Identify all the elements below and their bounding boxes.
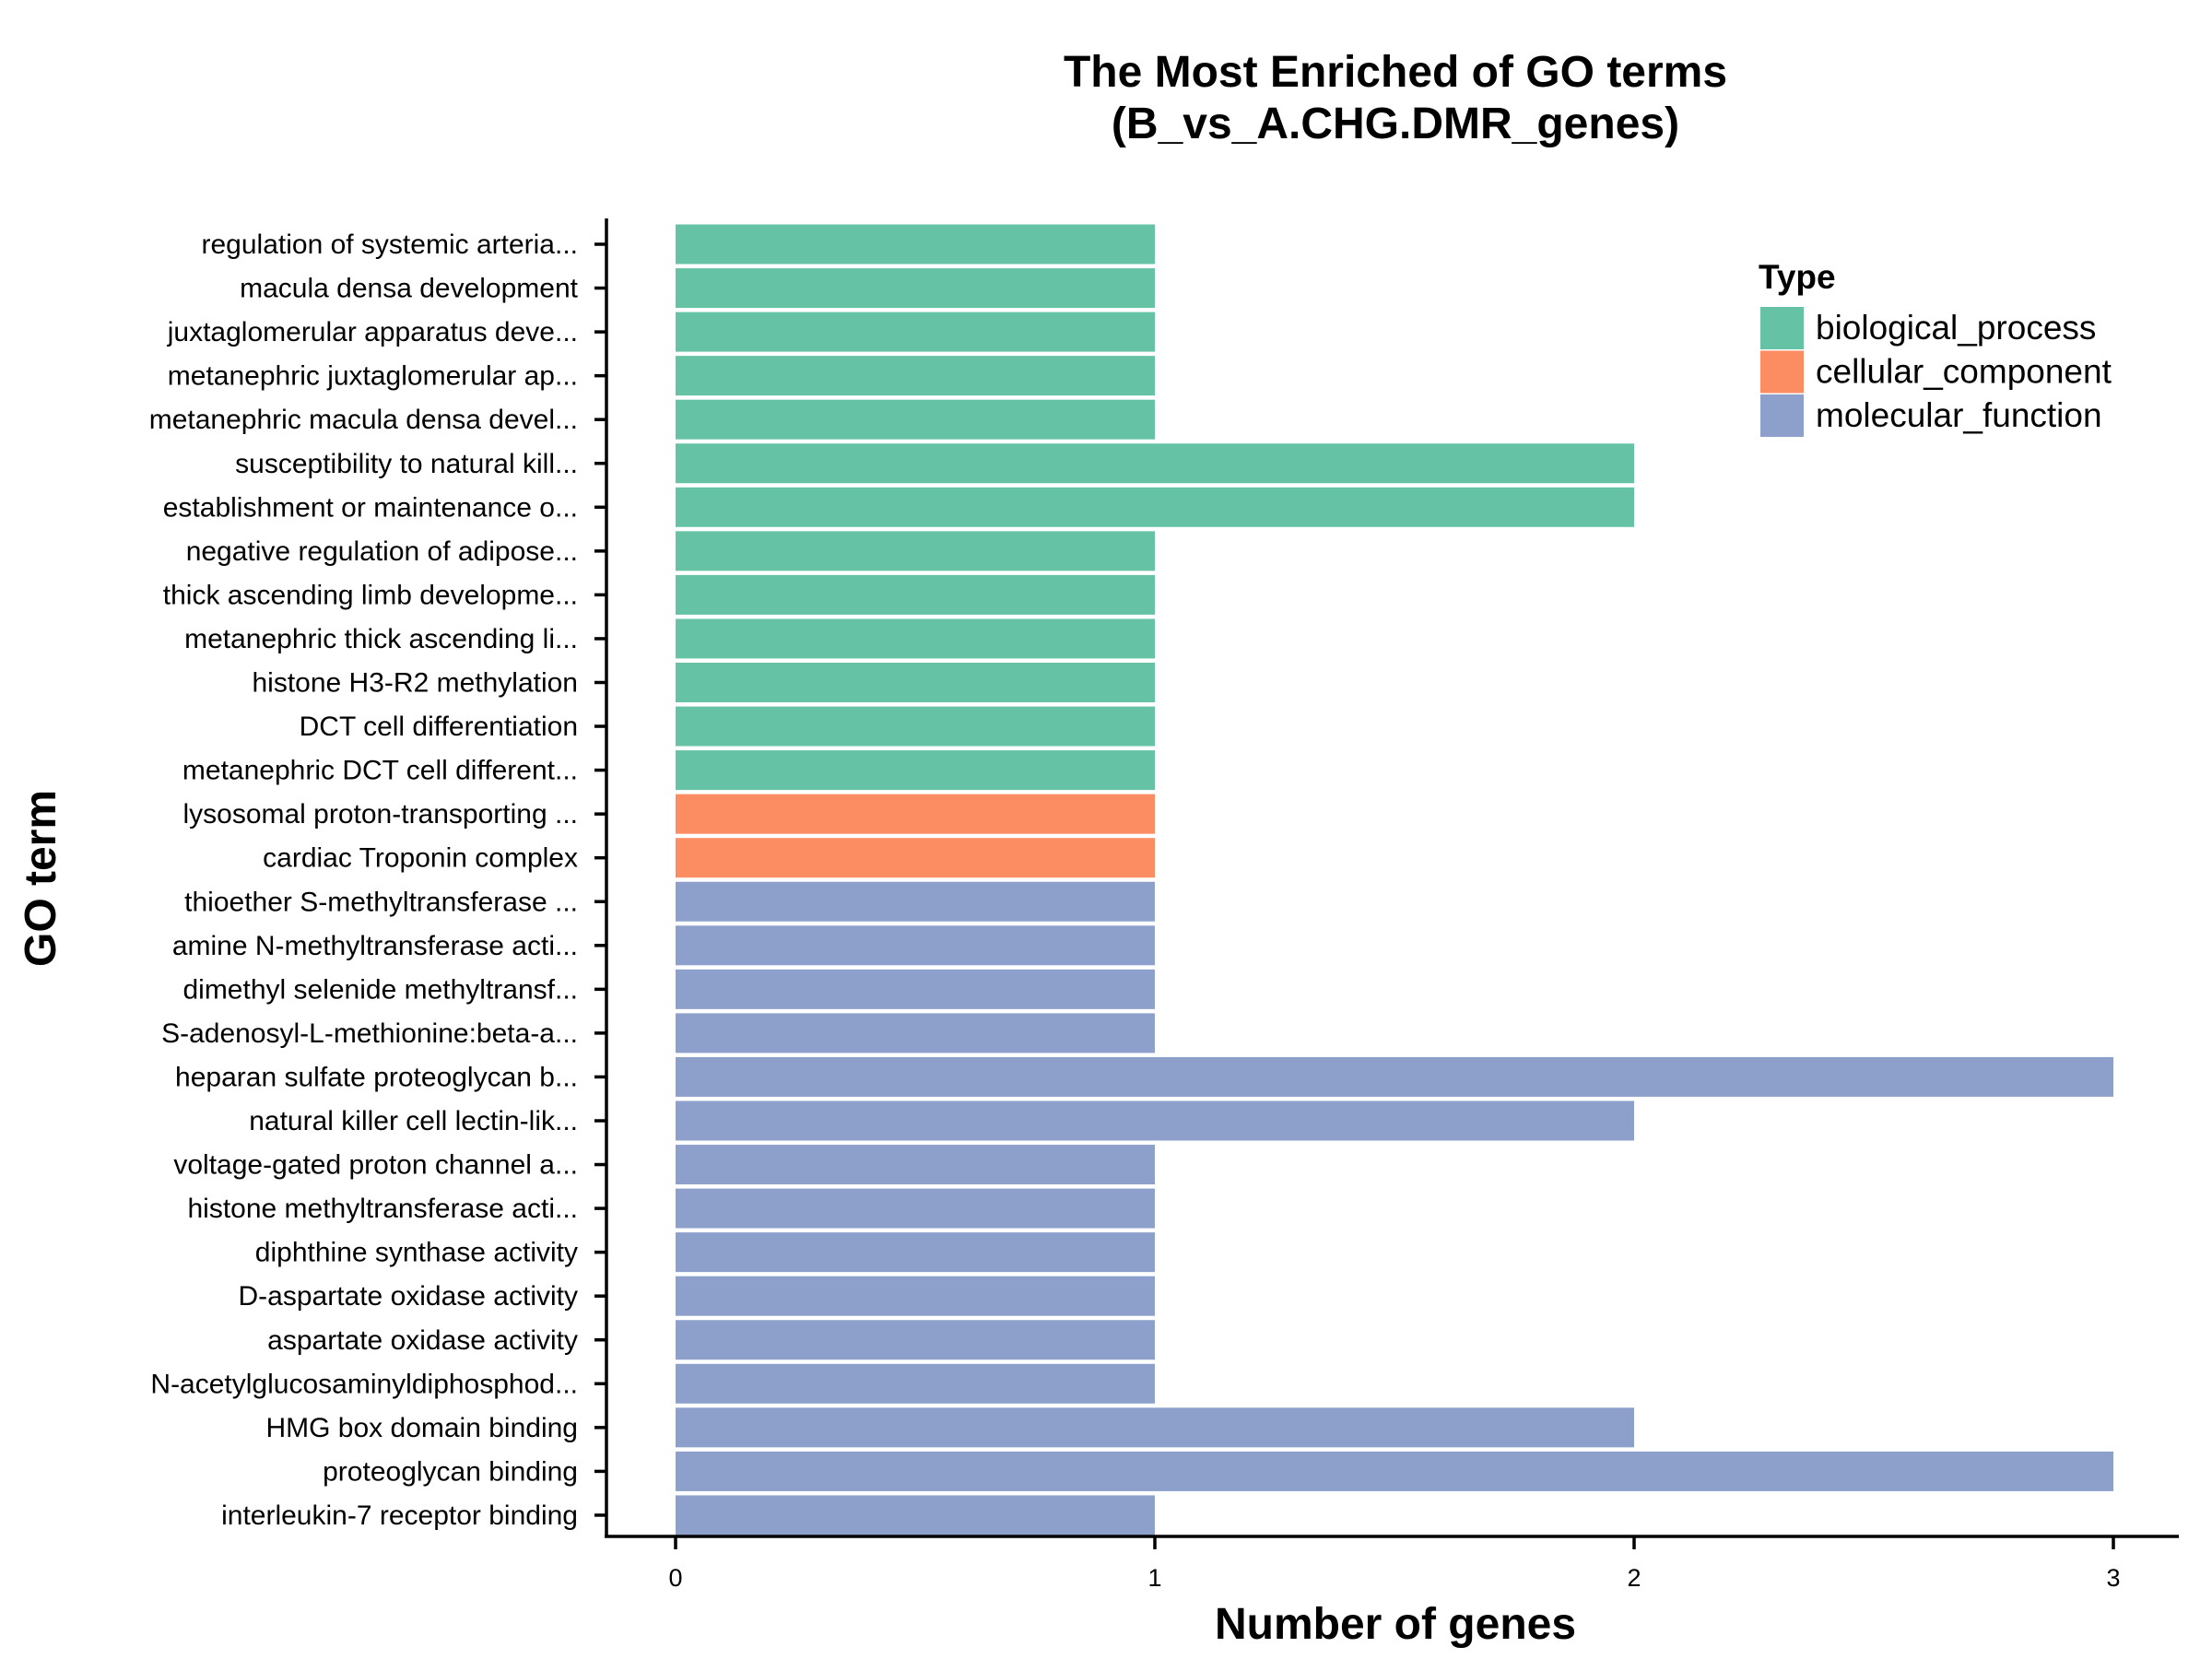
bar-3 [676,356,1155,396]
category-label-12: metanephric DCT cell different... [182,756,578,786]
category-label-18: S-adenosyl-L-methionine:beta-a... [161,1018,578,1049]
category-label-15: thioether S-methyltransferase ... [184,887,578,917]
bar-11 [676,706,1155,747]
bar-20 [676,1100,1634,1141]
category-label-17: dimethyl selenide methyltransf... [182,974,578,1005]
legend-swatch-cellular_component [1760,350,1804,394]
category-label-9: metanephric thick ascending li... [184,624,578,654]
category-label-24: D-aspartate oxidase activity [239,1281,579,1312]
category-label-7: negative regulation of adipose... [186,536,578,567]
category-label-16: amine N-methyltransferase acti... [172,931,578,961]
legend-label-molecular_function: molecular_function [1816,396,2102,434]
x-tick-label-1: 1 [1147,1564,1161,1592]
x-tick-label-2: 2 [1627,1564,1641,1592]
bar-19 [676,1056,2113,1097]
category-label-22: histone methyltransferase acti... [187,1194,578,1224]
category-label-28: proteoglycan binding [323,1456,578,1487]
category-label-29: interleukin-7 receptor binding [221,1500,578,1531]
bar-23 [676,1232,1155,1273]
category-label-19: heparan sulfate proteoglycan b... [175,1062,578,1092]
bar-27 [676,1407,1634,1448]
bar-9 [676,618,1155,659]
category-label-5: susceptibility to natural kill... [235,449,578,479]
x-axis-title: Number of genes [1215,1600,1576,1649]
category-label-3: metanephric juxtaglomerular ap... [168,361,578,392]
category-label-4: metanephric macula densa devel... [149,405,578,435]
bar-28 [676,1451,2113,1491]
bar-16 [676,925,1155,966]
category-label-26: N-acetylglucosaminyldiphosphod... [150,1369,578,1399]
category-label-1: macula densa development [240,274,579,304]
legend-swatch-molecular_function [1760,394,1804,437]
bar-2 [676,312,1155,352]
legend-label-cellular_component: cellular_component [1816,353,2112,391]
bar-0 [676,224,1155,265]
category-label-25: aspartate oxidase activity [267,1325,578,1356]
category-label-27: HMG box domain binding [265,1413,578,1443]
category-label-21: voltage-gated proton channel a... [173,1150,578,1181]
bar-18 [676,1013,1155,1053]
category-label-11: DCT cell differentiation [300,712,578,742]
bar-5 [676,443,1634,484]
bars-group [676,224,2113,1535]
y-axis-title: GO term [17,790,65,967]
chart-title-line2: (B_vs_A.CHG.DMR_genes) [1112,100,1679,148]
x-tick-label-0: 0 [668,1564,682,1592]
bar-25 [676,1320,1155,1360]
bar-24 [676,1276,1155,1316]
category-label-10: histone H3-R2 methylation [252,668,578,699]
legend: Type biological_process cellular_componen… [1759,258,2112,437]
category-label-14: cardiac Troponin complex [263,843,578,874]
category-label-20: natural killer cell lectin-lik... [249,1106,578,1136]
bar-26 [676,1363,1155,1404]
bar-17 [676,969,1155,1009]
category-labels: regulation of systemic arteria... macula … [149,229,579,1531]
category-label-0: regulation of systemic arteria... [201,229,578,260]
bar-14 [676,838,1155,878]
bar-7 [676,531,1155,571]
legend-swatch-biological_process [1760,307,1804,349]
category-label-23: diphthine synthase activity [255,1238,578,1268]
bar-13 [676,794,1155,834]
bar-29 [676,1495,1155,1535]
category-label-6: establishment or maintenance o... [163,492,578,523]
bar-22 [676,1188,1155,1229]
x-tick-label-3: 3 [2106,1564,2120,1592]
bar-4 [676,399,1155,440]
x-axis: 0 1 2 3 [668,1536,2121,1592]
y-axis-ticks [594,242,606,1517]
bar-10 [676,663,1155,702]
legend-entries: biological_process cellular_componentmole… [1760,307,2112,437]
chart-title-line1: The Most Enriched of GO terms [1064,48,1727,97]
bar-12 [676,750,1155,791]
bar-21 [676,1145,1155,1185]
legend-title: Type [1759,258,1836,296]
bar-15 [676,881,1155,922]
category-label-8: thick ascending limb developme... [163,580,578,610]
bar-1 [676,268,1155,309]
bar-6 [676,487,1634,527]
bar-8 [676,574,1155,615]
category-label-13: lysosomal proton-transporting ... [182,799,578,830]
legend-label-biological_process: biological_process [1816,309,2096,347]
category-label-2: juxtaglomerular apparatus deve... [167,317,578,347]
